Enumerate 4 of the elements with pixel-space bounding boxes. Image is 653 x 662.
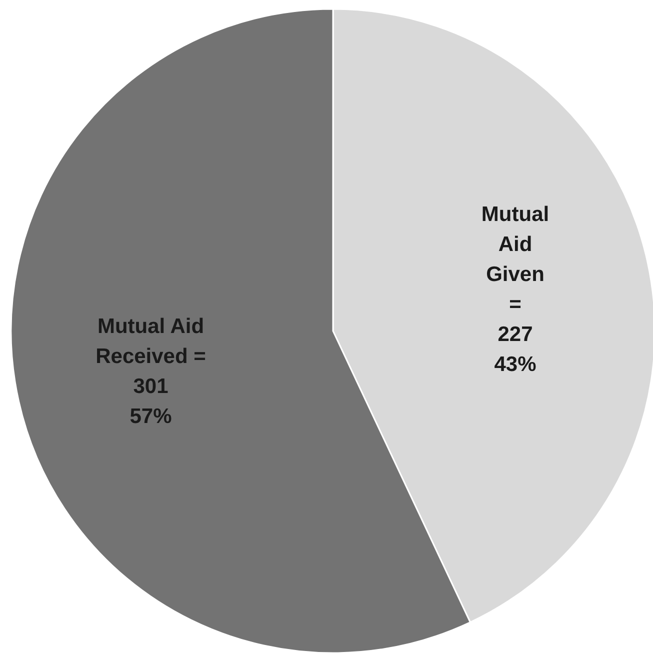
slice-label: Mutual Aid Given = xyxy=(481,202,550,316)
data-label: 227 43% xyxy=(494,322,537,376)
slice-label: Mutual Aid Received = xyxy=(96,314,206,368)
data-label: 301 57% xyxy=(130,374,172,428)
